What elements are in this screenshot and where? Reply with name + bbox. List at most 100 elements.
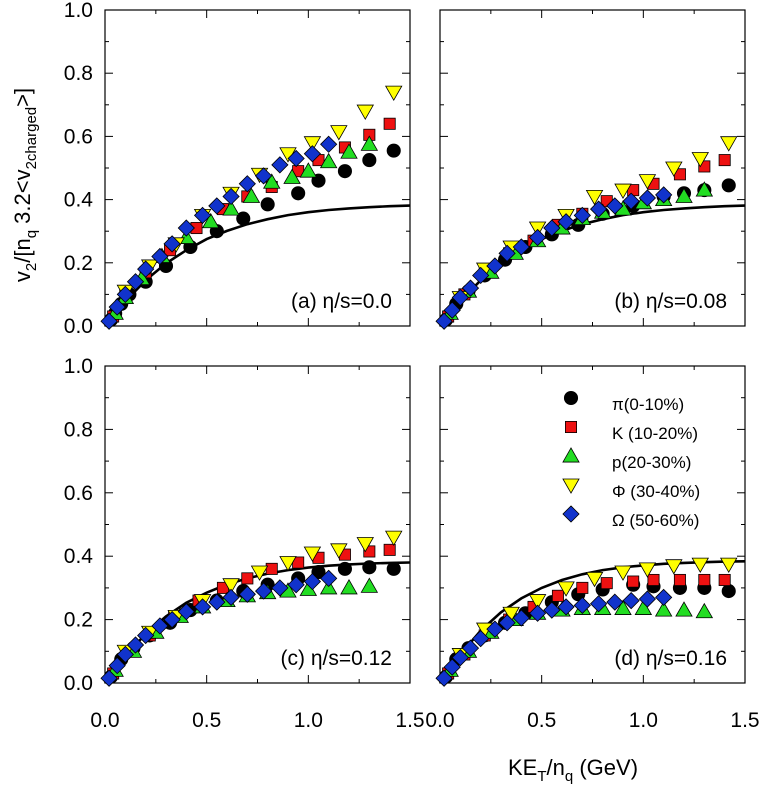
data-point: [254, 582, 273, 600]
data-point: [695, 181, 714, 197]
data-point: [222, 187, 240, 206]
data-point: [386, 143, 401, 158]
data-point: [265, 562, 278, 575]
data-point: [435, 312, 453, 330]
legend-label: Ω (50-60%): [612, 511, 699, 530]
data-point: [512, 609, 530, 627]
data-point: [303, 136, 322, 152]
data-point: [655, 186, 673, 204]
data-point: [126, 273, 145, 291]
data-point: [638, 189, 657, 207]
legend-label: p(20-30%): [612, 453, 691, 472]
data-point: [675, 187, 693, 203]
data-point: [557, 598, 575, 616]
y-tick-label: 0.2: [64, 252, 93, 275]
data-point: [472, 630, 490, 648]
data-point: [627, 575, 640, 588]
data-point: [695, 602, 714, 619]
data-point: [698, 160, 711, 173]
legend-label: π(0-10%): [612, 395, 684, 414]
data-point: [299, 162, 318, 178]
data-point: [622, 192, 640, 210]
data-point: [461, 279, 480, 297]
data-point: [638, 562, 657, 578]
legend-marker: [562, 505, 580, 523]
data-point: [116, 645, 134, 664]
data-point: [208, 593, 226, 611]
data-point: [719, 557, 738, 573]
data-point: [151, 247, 169, 266]
data-point: [443, 301, 461, 319]
y-tick-label: 0.4: [64, 189, 94, 212]
y-tick-label: 0.4: [64, 545, 94, 568]
data-point: [108, 656, 126, 675]
data-point: [137, 260, 155, 278]
data-point: [638, 174, 657, 190]
data-point: [673, 573, 686, 586]
chart-panel-4: 0.0 0.5 1.0 1.5 (d) η/s=0.16: [425, 365, 760, 732]
data-point: [208, 197, 226, 215]
data-point: [589, 200, 608, 218]
chart-panel-1: 0.0 0.2 0.4 0.6 0.8 1.0 (a) η/s=0.0: [64, 0, 411, 338]
data-point: [698, 573, 711, 586]
data-point: [498, 614, 516, 632]
data-point: [222, 588, 240, 607]
x-tick-label: 0.5: [527, 709, 556, 732]
data-point: [193, 206, 212, 225]
data-point: [271, 156, 289, 174]
data-point: [383, 543, 396, 556]
data-point: [193, 598, 212, 616]
data-point: [271, 579, 289, 597]
data-point: [303, 546, 322, 562]
legend-marker: [565, 420, 578, 433]
data-point: [241, 572, 254, 585]
panel-label: (d) η/s=0.16: [614, 647, 727, 670]
data-point: [675, 601, 693, 617]
data-point: [721, 178, 736, 193]
data-point: [647, 573, 660, 586]
data-point: [362, 560, 377, 575]
series-diamond: [100, 135, 338, 330]
data-point: [303, 572, 322, 591]
x-tick-label: 0.0: [90, 709, 119, 732]
data-point: [573, 596, 591, 614]
data-point: [262, 173, 281, 189]
data-point: [320, 569, 338, 588]
chart-panel-3: 0.0 0.2 0.4 0.6 0.8 1.0 0.0 0.5 1.0 1.5 (c) η/s=0.…: [64, 355, 425, 732]
data-point: [718, 154, 731, 167]
data-point: [528, 228, 547, 247]
x-tick-label: 0.5: [192, 709, 221, 732]
series-diamond: [435, 588, 673, 687]
data-point: [337, 164, 352, 179]
data-point: [528, 604, 547, 622]
data-point: [486, 620, 504, 638]
data-point: [363, 545, 376, 558]
data-point: [435, 669, 453, 687]
x-axis-title: KET/nq (GeV): [508, 755, 638, 785]
data-point: [291, 186, 306, 201]
data-point: [163, 610, 181, 629]
data-point: [100, 312, 118, 330]
data-point: [557, 213, 575, 231]
legend-label: Φ (30-40%): [612, 482, 700, 501]
data-point: [589, 595, 608, 613]
panels: 0.0 0.2 0.4 0.6 0.8 1.0 (a) η/s=0.0 (b) η/s=0.0…: [64, 0, 760, 732]
data-point: [654, 601, 673, 617]
data-point: [665, 559, 683, 575]
data-point: [250, 565, 269, 581]
data-point: [360, 135, 379, 151]
data-point: [260, 197, 275, 212]
legend-label: K (10-20%): [612, 424, 698, 443]
y-tick-label: 0.8: [64, 62, 93, 85]
data-point: [472, 266, 490, 285]
data-point: [137, 626, 155, 645]
data-point: [486, 257, 504, 275]
data-point: [461, 639, 480, 657]
y-tick-label: 0.2: [64, 609, 93, 632]
data-point: [512, 238, 530, 256]
data-point: [451, 649, 469, 667]
y-axis-title: v2/[nq 3.2<v2charged>]: [10, 88, 40, 282]
data-point: [498, 244, 516, 262]
chart-panel-2: (b) η/s=0.08: [435, 9, 746, 330]
